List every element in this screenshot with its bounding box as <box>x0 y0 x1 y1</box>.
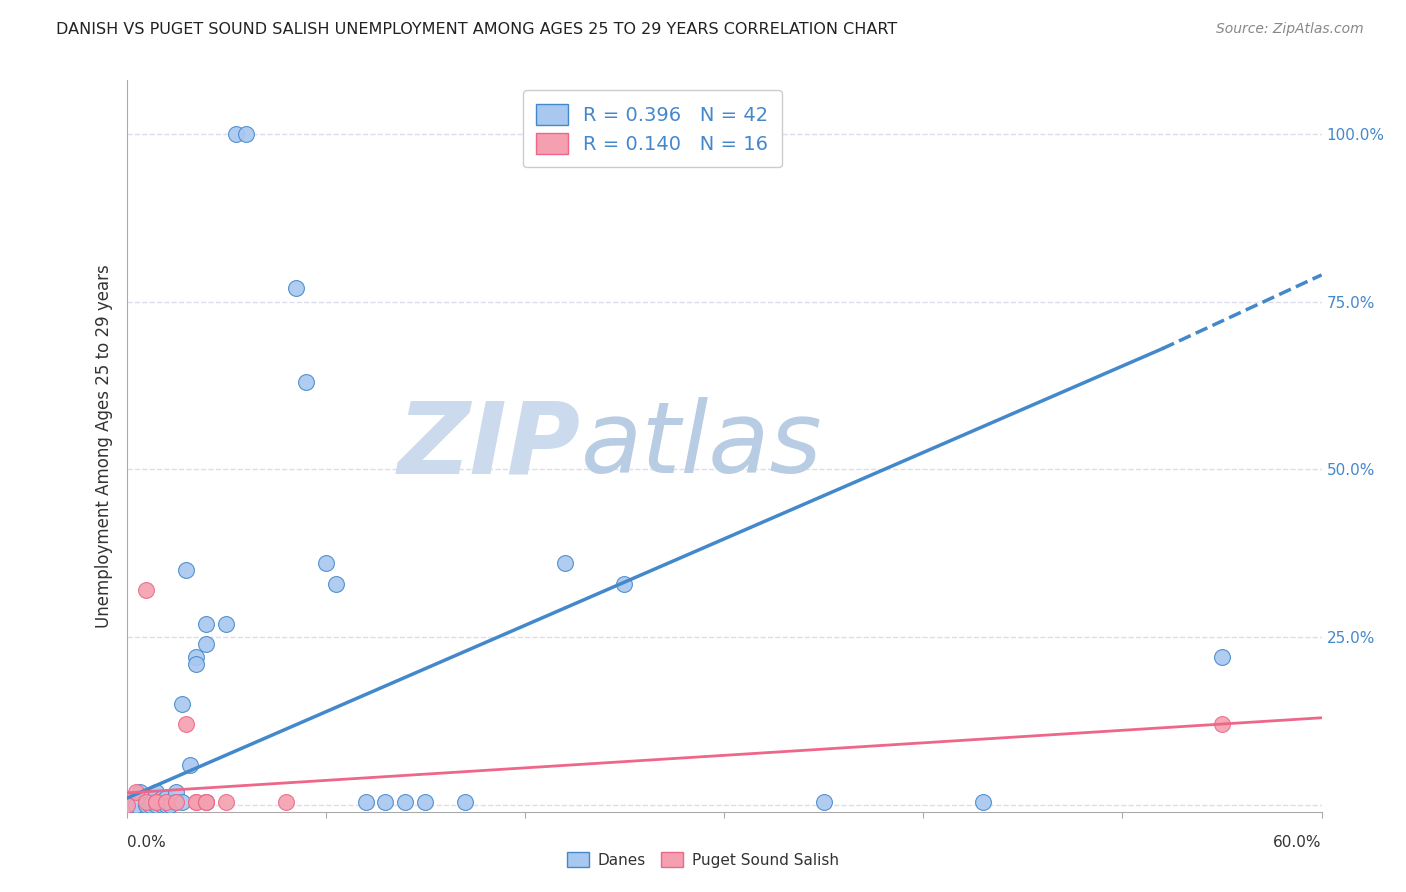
Point <box>186 795 208 809</box>
Point <box>186 795 208 809</box>
Legend: Danes, Puget Sound Salish: Danes, Puget Sound Salish <box>560 845 846 875</box>
Point <box>374 795 396 809</box>
Point <box>186 657 208 671</box>
Point <box>1211 717 1233 731</box>
Point <box>155 797 177 812</box>
Point <box>235 127 257 141</box>
Point <box>554 557 576 571</box>
Point <box>174 563 197 577</box>
Point <box>155 795 177 809</box>
Point <box>613 576 636 591</box>
Point <box>274 795 297 809</box>
Text: Source: ZipAtlas.com: Source: ZipAtlas.com <box>1216 22 1364 37</box>
Point <box>195 795 218 809</box>
Point <box>172 698 194 712</box>
Point <box>179 757 201 772</box>
Point <box>145 797 167 812</box>
Point <box>294 376 316 390</box>
Point <box>174 717 197 731</box>
Point <box>145 795 167 809</box>
Point <box>186 650 208 665</box>
Text: 60.0%: 60.0% <box>1274 836 1322 850</box>
Point <box>972 795 994 809</box>
Point <box>195 616 218 631</box>
Point <box>141 795 163 809</box>
Point <box>454 795 477 809</box>
Point <box>195 795 218 809</box>
Point <box>125 784 148 798</box>
Point <box>315 557 337 571</box>
Point <box>195 637 218 651</box>
Point <box>135 795 157 809</box>
Point <box>394 795 416 809</box>
Point <box>325 576 347 591</box>
Legend: R = 0.396   N = 42, R = 0.140   N = 16: R = 0.396 N = 42, R = 0.140 N = 16 <box>523 90 782 168</box>
Point <box>129 784 152 798</box>
Point <box>135 791 157 805</box>
Point <box>225 127 247 141</box>
Point <box>172 795 194 809</box>
Point <box>165 795 187 809</box>
Point <box>354 795 377 809</box>
Point <box>139 797 162 812</box>
Point <box>165 795 187 809</box>
Point <box>115 797 138 812</box>
Point <box>215 616 238 631</box>
Text: DANISH VS PUGET SOUND SALISH UNEMPLOYMENT AMONG AGES 25 TO 29 YEARS CORRELATION : DANISH VS PUGET SOUND SALISH UNEMPLOYMEN… <box>56 22 897 37</box>
Point <box>813 795 835 809</box>
Point <box>125 797 148 812</box>
Point <box>135 797 157 812</box>
Y-axis label: Unemployment Among Ages 25 to 29 years: Unemployment Among Ages 25 to 29 years <box>94 264 112 628</box>
Point <box>215 795 238 809</box>
Point <box>135 583 157 598</box>
Point <box>165 784 187 798</box>
Point <box>284 281 307 295</box>
Point <box>1211 650 1233 665</box>
Point <box>155 791 177 805</box>
Point <box>413 795 436 809</box>
Point <box>145 784 167 798</box>
Point <box>145 795 167 809</box>
Point <box>195 795 218 809</box>
Point <box>150 797 174 812</box>
Text: 0.0%: 0.0% <box>127 836 166 850</box>
Text: ZIP: ZIP <box>398 398 581 494</box>
Point <box>159 797 181 812</box>
Point <box>115 797 138 812</box>
Point <box>150 791 174 805</box>
Text: atlas: atlas <box>581 398 823 494</box>
